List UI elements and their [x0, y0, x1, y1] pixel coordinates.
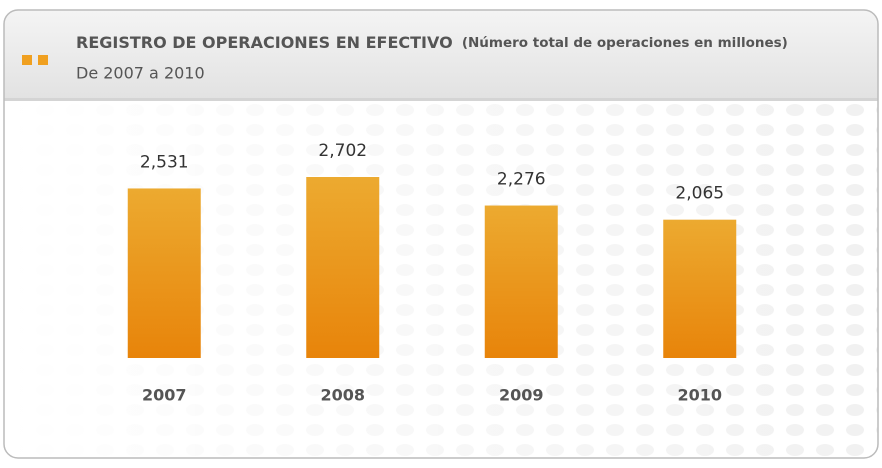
bar [306, 177, 380, 358]
subtitle: De 2007 a 2010 [76, 64, 205, 83]
value-label: 2,531 [140, 152, 189, 172]
icon [22, 55, 32, 65]
x-tick-label: 2010 [677, 386, 722, 405]
x-tick-label: 2007 [142, 386, 187, 405]
x-tick-label: 2009 [499, 386, 544, 405]
icon [38, 55, 48, 65]
chart-title: REGISTRO DE OPERACIONES EN EFECTIVO (Núm… [76, 33, 788, 52]
title: REGISTRO DE OPERACIONES EN EFECTIVO [76, 33, 453, 52]
bar [663, 219, 737, 358]
bar [484, 205, 558, 358]
x-tick-label: 2008 [320, 386, 365, 405]
value-label: 2,702 [318, 141, 367, 161]
header [4, 10, 878, 100]
value-label: 2,065 [675, 184, 724, 204]
title-note: (Número total de operaciones en millones… [462, 35, 788, 51]
bar [127, 188, 201, 358]
value-label: 2,276 [497, 170, 546, 190]
